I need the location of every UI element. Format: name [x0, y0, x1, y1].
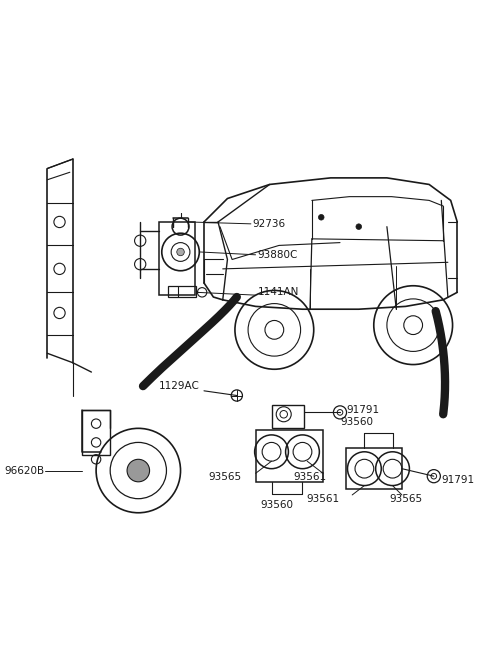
Text: 93880C: 93880C — [257, 250, 298, 260]
Circle shape — [318, 214, 324, 220]
Text: 93565: 93565 — [390, 494, 423, 504]
Text: 91791: 91791 — [441, 475, 474, 485]
Text: 93561: 93561 — [307, 494, 340, 504]
Text: 93565: 93565 — [208, 472, 241, 482]
Text: 93561: 93561 — [293, 472, 326, 482]
Bar — [82, 409, 110, 455]
Text: 96620B: 96620B — [4, 466, 45, 476]
Text: 1129AC: 1129AC — [158, 381, 199, 391]
Bar — [272, 405, 304, 428]
Bar — [168, 286, 196, 297]
Circle shape — [356, 224, 361, 229]
Text: 92736: 92736 — [253, 219, 286, 229]
Text: 93560: 93560 — [340, 417, 373, 427]
Circle shape — [127, 459, 150, 482]
Circle shape — [177, 248, 184, 255]
Bar — [159, 222, 194, 295]
Bar — [255, 430, 323, 482]
Text: 1141AN: 1141AN — [257, 288, 299, 297]
Text: 93560: 93560 — [261, 500, 294, 510]
Text: 91791: 91791 — [347, 405, 380, 415]
Bar — [346, 448, 402, 489]
